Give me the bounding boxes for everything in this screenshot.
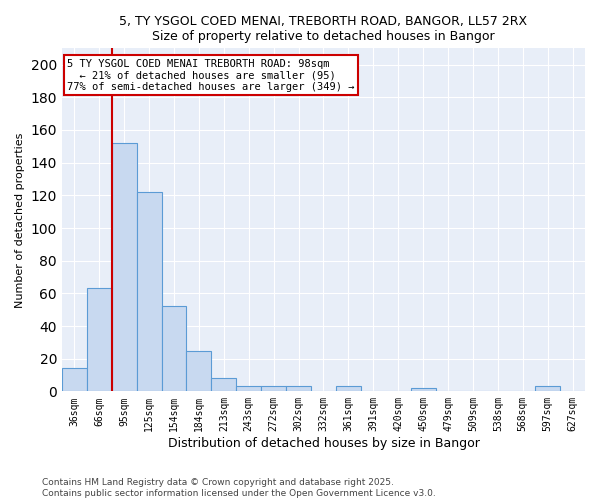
Bar	[336, 386, 361, 392]
Bar	[137, 192, 161, 392]
Bar	[187, 350, 211, 392]
Bar	[261, 386, 286, 392]
Bar	[62, 368, 87, 392]
Bar	[161, 306, 187, 392]
Bar	[112, 143, 137, 392]
Text: 5 TY YSGOL COED MENAI TREBORTH ROAD: 98sqm
  ← 21% of detached houses are smalle: 5 TY YSGOL COED MENAI TREBORTH ROAD: 98s…	[67, 58, 355, 92]
Y-axis label: Number of detached properties: Number of detached properties	[15, 132, 25, 308]
Bar	[87, 288, 112, 392]
Bar	[236, 386, 261, 392]
Bar	[211, 378, 236, 392]
Title: 5, TY YSGOL COED MENAI, TREBORTH ROAD, BANGOR, LL57 2RX
Size of property relativ: 5, TY YSGOL COED MENAI, TREBORTH ROAD, B…	[119, 15, 527, 43]
X-axis label: Distribution of detached houses by size in Bangor: Distribution of detached houses by size …	[167, 437, 479, 450]
Text: Contains HM Land Registry data © Crown copyright and database right 2025.
Contai: Contains HM Land Registry data © Crown c…	[42, 478, 436, 498]
Bar	[535, 386, 560, 392]
Bar	[410, 388, 436, 392]
Bar	[286, 386, 311, 392]
